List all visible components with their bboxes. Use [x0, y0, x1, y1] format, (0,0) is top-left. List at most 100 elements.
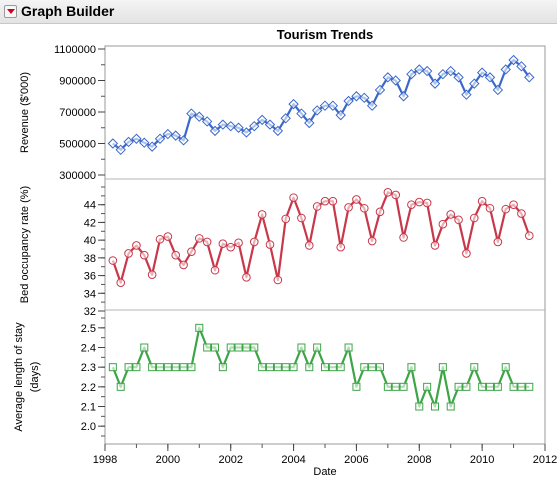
data-point: [304, 117, 315, 129]
data-point: [430, 241, 440, 250]
window-title: Graph Builder: [21, 3, 115, 19]
data-point: [233, 122, 244, 133]
x-axis-label: Date: [313, 466, 336, 478]
chart-title: Tourism Trends: [277, 27, 374, 42]
data-point: [454, 215, 463, 225]
y-tick-label: 2.1: [81, 402, 96, 414]
data-point: [162, 128, 174, 140]
data-point: [210, 265, 220, 275]
data-point: [391, 382, 400, 391]
data-point: [423, 382, 432, 391]
data-point: [454, 382, 463, 391]
data-point: [179, 363, 188, 372]
data-point: [304, 241, 314, 250]
y-tick-label: 1100000: [54, 44, 96, 56]
data-point: [359, 92, 370, 104]
y-axis-label: Revenue ($'000): [19, 72, 31, 153]
data-point: [470, 363, 479, 372]
data-point: [383, 188, 393, 197]
data-point: [115, 144, 126, 156]
data-point: [281, 214, 291, 224]
data-point: [211, 343, 219, 352]
y-tick-label: 42: [84, 217, 96, 229]
data-point: [156, 363, 164, 372]
data-point: [312, 202, 322, 211]
data-point: [382, 72, 394, 83]
data-point: [171, 250, 181, 260]
data-point: [257, 210, 267, 219]
y-tick-label: 44: [84, 200, 96, 212]
data-point: [258, 363, 267, 372]
data-point: [305, 363, 314, 372]
data-point: [517, 382, 526, 391]
data-point: [108, 256, 118, 265]
data-point: [327, 100, 339, 111]
data-point: [493, 237, 503, 247]
data-point: [335, 109, 346, 121]
data-point: [352, 195, 361, 204]
data-point: [524, 231, 534, 241]
data-point: [501, 204, 511, 214]
data-point: [492, 84, 504, 96]
data-point: [422, 198, 432, 208]
data-point: [202, 237, 212, 247]
data-point: [344, 343, 353, 352]
data-point: [155, 234, 165, 244]
data-point: [194, 234, 204, 243]
data-point: [509, 200, 518, 210]
data-point: [226, 343, 235, 352]
data-point: [242, 273, 251, 282]
data-point: [328, 363, 337, 372]
data-point: [187, 363, 196, 372]
data-point: [226, 242, 236, 252]
data-point: [234, 238, 243, 248]
data-point: [116, 278, 126, 287]
data-point: [132, 363, 141, 372]
data-point: [186, 108, 197, 119]
y-tick-label: 2.5: [81, 323, 96, 335]
data-point: [517, 209, 526, 218]
x-tick-label: 2008: [407, 454, 431, 466]
data-point: [281, 363, 290, 372]
data-point: [516, 61, 527, 72]
tourism-trends-chart: Tourism Trends 1100000 900000 700000 500000 3…: [13, 27, 557, 478]
data-point: [366, 100, 378, 111]
data-point: [273, 275, 283, 285]
data-point: [501, 363, 510, 372]
data-point: [477, 196, 487, 206]
data-point: [476, 67, 488, 78]
red-triangle-menu-button[interactable]: [4, 5, 17, 18]
data-point: [438, 363, 447, 372]
data-point: [374, 84, 386, 96]
data-point: [148, 363, 157, 372]
data-point: [437, 68, 449, 80]
data-point: [179, 260, 188, 270]
data-point: [288, 98, 299, 110]
data-point: [234, 343, 243, 352]
x-tick-label: 2006: [344, 454, 368, 466]
data-point: [209, 125, 221, 137]
data-point: [289, 193, 298, 202]
y-axis-label: (days): [29, 362, 41, 393]
data-point: [438, 219, 448, 229]
data-point: [225, 120, 236, 132]
data-point: [336, 363, 345, 372]
y-tick-label: 2.4: [81, 343, 96, 355]
data-point: [201, 116, 213, 127]
data-point: [107, 138, 119, 149]
data-point: [407, 363, 416, 372]
data-point: [524, 72, 535, 83]
data-point: [485, 203, 495, 213]
data-point: [525, 382, 534, 391]
data-point: [280, 113, 291, 124]
data-point: [195, 323, 204, 332]
data-point: [194, 111, 205, 122]
graph-builder-header: Graph Builder: [0, 0, 557, 24]
data-point: [375, 207, 385, 217]
data-point: [484, 72, 496, 83]
data-point: [446, 402, 455, 411]
data-point: [108, 363, 117, 372]
y-tick-label: 2.2: [81, 382, 96, 394]
data-point: [289, 363, 298, 372]
data-point: [399, 233, 408, 242]
